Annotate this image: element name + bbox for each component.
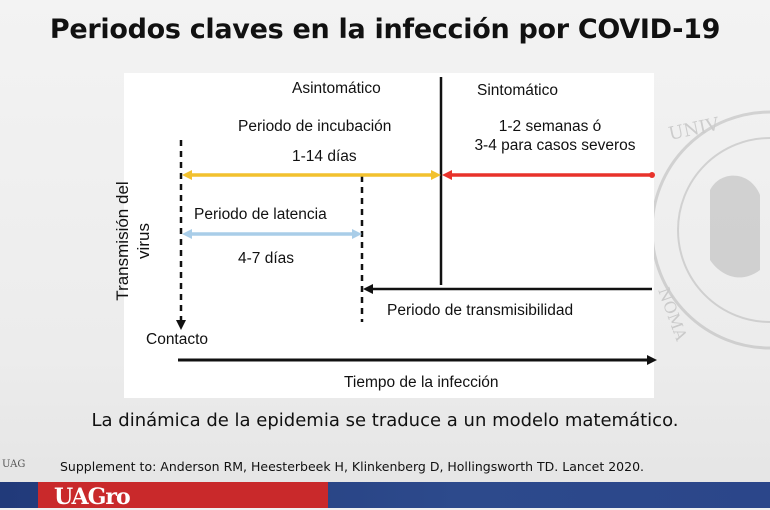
x-axis-label: Tiempo de la infección: [344, 374, 499, 391]
small-logo: UAG: [2, 459, 26, 470]
incubation-label: Periodo de incubación: [238, 118, 392, 135]
latency-label: Periodo de latencia: [194, 206, 327, 223]
time-axis-arrowhead: [647, 355, 657, 365]
caption: La dinámica de la epidemia se traduce a …: [91, 410, 679, 431]
footer-red-block: [38, 482, 328, 508]
asymptomatic-label: Asintomático: [292, 80, 381, 97]
transmissibility-label: Periodo de transmisibilidad: [387, 302, 574, 319]
contact-arrowhead: [176, 320, 186, 330]
contact-label: Contacto: [146, 331, 209, 348]
latency-arrowhead-right: [352, 229, 362, 239]
slide-title: Periodos claves en la infección por COVI…: [49, 14, 721, 45]
incubation-arrowhead-left: [182, 170, 192, 180]
y-axis-label-line2: virus: [134, 223, 153, 259]
symptomatic-label: Sintomático: [477, 82, 558, 99]
y-axis-label-line1: Transmisión del: [113, 181, 132, 301]
symptomatic-duration-line1: 1-2 semanas ó: [498, 118, 602, 135]
symptomatic-end-dot: [649, 172, 655, 178]
reference: Supplement to: Anderson RM, Heesterbeek …: [60, 459, 645, 474]
incubation-days: 1-14 días: [292, 148, 357, 165]
transmissibility-arrowhead: [363, 284, 373, 294]
latency-arrowhead-left: [182, 229, 192, 239]
incubation-arrowhead-right: [431, 170, 441, 180]
symptomatic-duration-line2: 3-4 para casos severos: [474, 137, 636, 154]
y-axis-label: Transmisión del virus: [112, 166, 156, 316]
latency-days: 4-7 días: [238, 250, 295, 267]
footer-logo: UAGro: [54, 484, 131, 510]
symptomatic-arrowhead-left: [442, 170, 452, 180]
